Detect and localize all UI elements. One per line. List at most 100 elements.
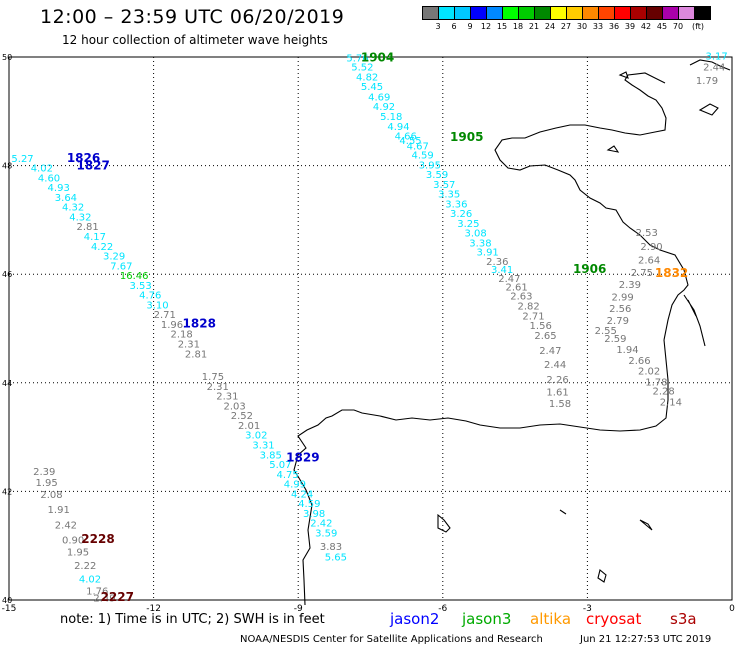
balearic-fragment <box>437 509 653 583</box>
page-title: 12:00 – 23:59 UTC 06/20/2019 <box>40 6 345 28</box>
colorbar-label: 30 <box>576 22 588 31</box>
track-time-label: 1827 <box>76 158 109 172</box>
credit-line: NOAA/NESDIS Center for Satellite Applica… <box>240 634 543 645</box>
lat-tick-label: 40 <box>2 596 12 605</box>
wave-height-label: 3.10 <box>146 300 168 311</box>
wave-height-label: 2.90 <box>640 242 662 253</box>
lon-tick-label: -9 <box>294 604 303 614</box>
wave-height-label: 2.14 <box>660 398 682 409</box>
wave-height-label: 4.59 <box>298 499 320 510</box>
wave-height-label: 2.66 <box>628 356 650 367</box>
track-time-label: 2228 <box>81 532 114 546</box>
wave-height-label: 2.39 <box>33 467 55 478</box>
lat-tick-label: 44 <box>2 379 12 388</box>
wave-height-label: 2.44 <box>703 63 725 74</box>
map-frame <box>8 56 733 601</box>
wave-height-label: 3.85 <box>260 450 282 461</box>
wave-height-label: 2.36 <box>486 257 508 268</box>
wave-height-label: 2.03 <box>223 401 245 412</box>
lon-tick-label: -3 <box>583 604 592 614</box>
legend-item-cryosat: cryosat <box>586 610 642 628</box>
track-time-label: 1904 <box>361 50 394 64</box>
wave-height-label: 3.26 <box>450 209 472 220</box>
wave-height-label: 1.58 <box>549 399 571 410</box>
lat-tick-label: 48 <box>2 162 12 171</box>
wave-height-label: 2.31 <box>216 392 238 403</box>
wave-height-label: 3.36 <box>445 199 467 210</box>
wave-height-label: 3.57 <box>433 180 455 191</box>
track-time-label: 1826 <box>67 151 100 165</box>
colorbar <box>422 6 711 20</box>
track-time-label: 1832 <box>655 266 688 280</box>
wave-height-label: 2.81 <box>185 349 207 360</box>
wave-height-label: 3.98 <box>303 509 325 520</box>
colorbar-label: 12 <box>480 22 492 31</box>
wave-height-label: 1.95 <box>67 547 89 558</box>
colorbar-label: 36 <box>608 22 620 31</box>
colorbar-label: 6 <box>451 22 457 31</box>
wave-height-label: 1.79 <box>696 76 718 87</box>
wave-height-label: 4.92 <box>373 102 395 113</box>
wave-height-label: 4.67 <box>407 141 429 152</box>
wave-height-label: 5.27 <box>11 154 33 165</box>
wave-height-label: 4.94 <box>387 122 409 133</box>
track-time-label: 2227 <box>101 590 134 604</box>
colorbar-label: 27 <box>560 22 572 31</box>
track-time-label: 1905 <box>450 130 483 144</box>
legend-item-s3a: s3a <box>670 610 697 628</box>
wave-height-label: 2.75 <box>631 268 653 279</box>
wave-height-label: 1.91 <box>48 505 70 516</box>
wave-height-label: 2.47 <box>498 274 520 285</box>
wave-height-label: 1.75 <box>202 372 224 383</box>
colorbar-label: 9 <box>467 22 473 31</box>
wave-height-label: 4.32 <box>69 212 91 223</box>
units-note: note: 1) Time is in UTC; 2) SWH is in fe… <box>60 612 325 627</box>
colorbar-label: 45 <box>656 22 668 31</box>
wave-height-label: 5.76 <box>346 53 368 64</box>
wave-height-label: 4.99 <box>284 480 306 491</box>
iberia-coastline <box>293 339 669 606</box>
colorbar-label: 15 <box>496 22 508 31</box>
wave-height-label: 5.18 <box>380 112 402 123</box>
colorbar-label: 21 <box>528 22 540 31</box>
wave-height-label: 2.52 <box>231 411 253 422</box>
wave-height-label: 2.02 <box>638 367 660 378</box>
wave-height-label: 2.31 <box>207 382 229 393</box>
wave-height-label: 2.65 <box>534 331 556 342</box>
wave-height-label: 4.32 <box>62 203 84 214</box>
wave-height-label: 5.52 <box>351 63 373 74</box>
wave-height-label: 4.66 <box>395 132 417 143</box>
wave-height-label: 3.59 <box>426 170 448 181</box>
wave-height-label: 5.45 <box>361 82 383 93</box>
wave-height-label: 2.26 <box>546 375 568 386</box>
wave-height-label: 2.42 <box>310 519 332 530</box>
wave-height-label: 2.56 <box>609 304 631 315</box>
wave-height-label: 4.55 <box>399 136 421 147</box>
colorbar-labels: 3 6 9 12 15 18 21 24 27 30 33 36 39 42 45 70 (ft) <box>422 22 740 34</box>
wave-height-label: 3.29 <box>103 252 125 263</box>
grid-lines <box>8 56 733 601</box>
wave-height-label: 3.25 <box>457 219 479 230</box>
wave-height-label: 3.53 <box>130 281 152 292</box>
wave-height-label: 2.31 <box>178 340 200 351</box>
wave-height-label: 0.90 <box>62 536 84 547</box>
colorbar-label: 42 <box>640 22 652 31</box>
wave-height-label: 2.39 <box>619 280 641 291</box>
wave-height-label: 7.67 <box>110 261 132 272</box>
wave-height-label: 2.49 <box>93 594 115 605</box>
wave-height-label: 2.71 <box>154 310 176 321</box>
lon-tick-label: -12 <box>146 604 161 614</box>
wave-height-label: 2.22 <box>74 561 96 572</box>
wave-height-label: 2.99 <box>612 292 634 303</box>
wave-height-label: 2.42 <box>55 520 77 531</box>
wave-height-label: 4.24 <box>291 489 313 500</box>
wave-height-label: 3.64 <box>55 193 77 204</box>
legend-item-jason2: jason2 <box>390 610 440 628</box>
wave-height-label: 4.22 <box>91 242 113 253</box>
colorbar-label: 3 <box>435 22 441 31</box>
wave-height-label: 2.63 <box>510 292 532 303</box>
wave-height-label: 1.78 <box>645 378 667 389</box>
normandy-coastline <box>689 59 731 71</box>
wave-height-label: 2.44 <box>544 360 566 371</box>
